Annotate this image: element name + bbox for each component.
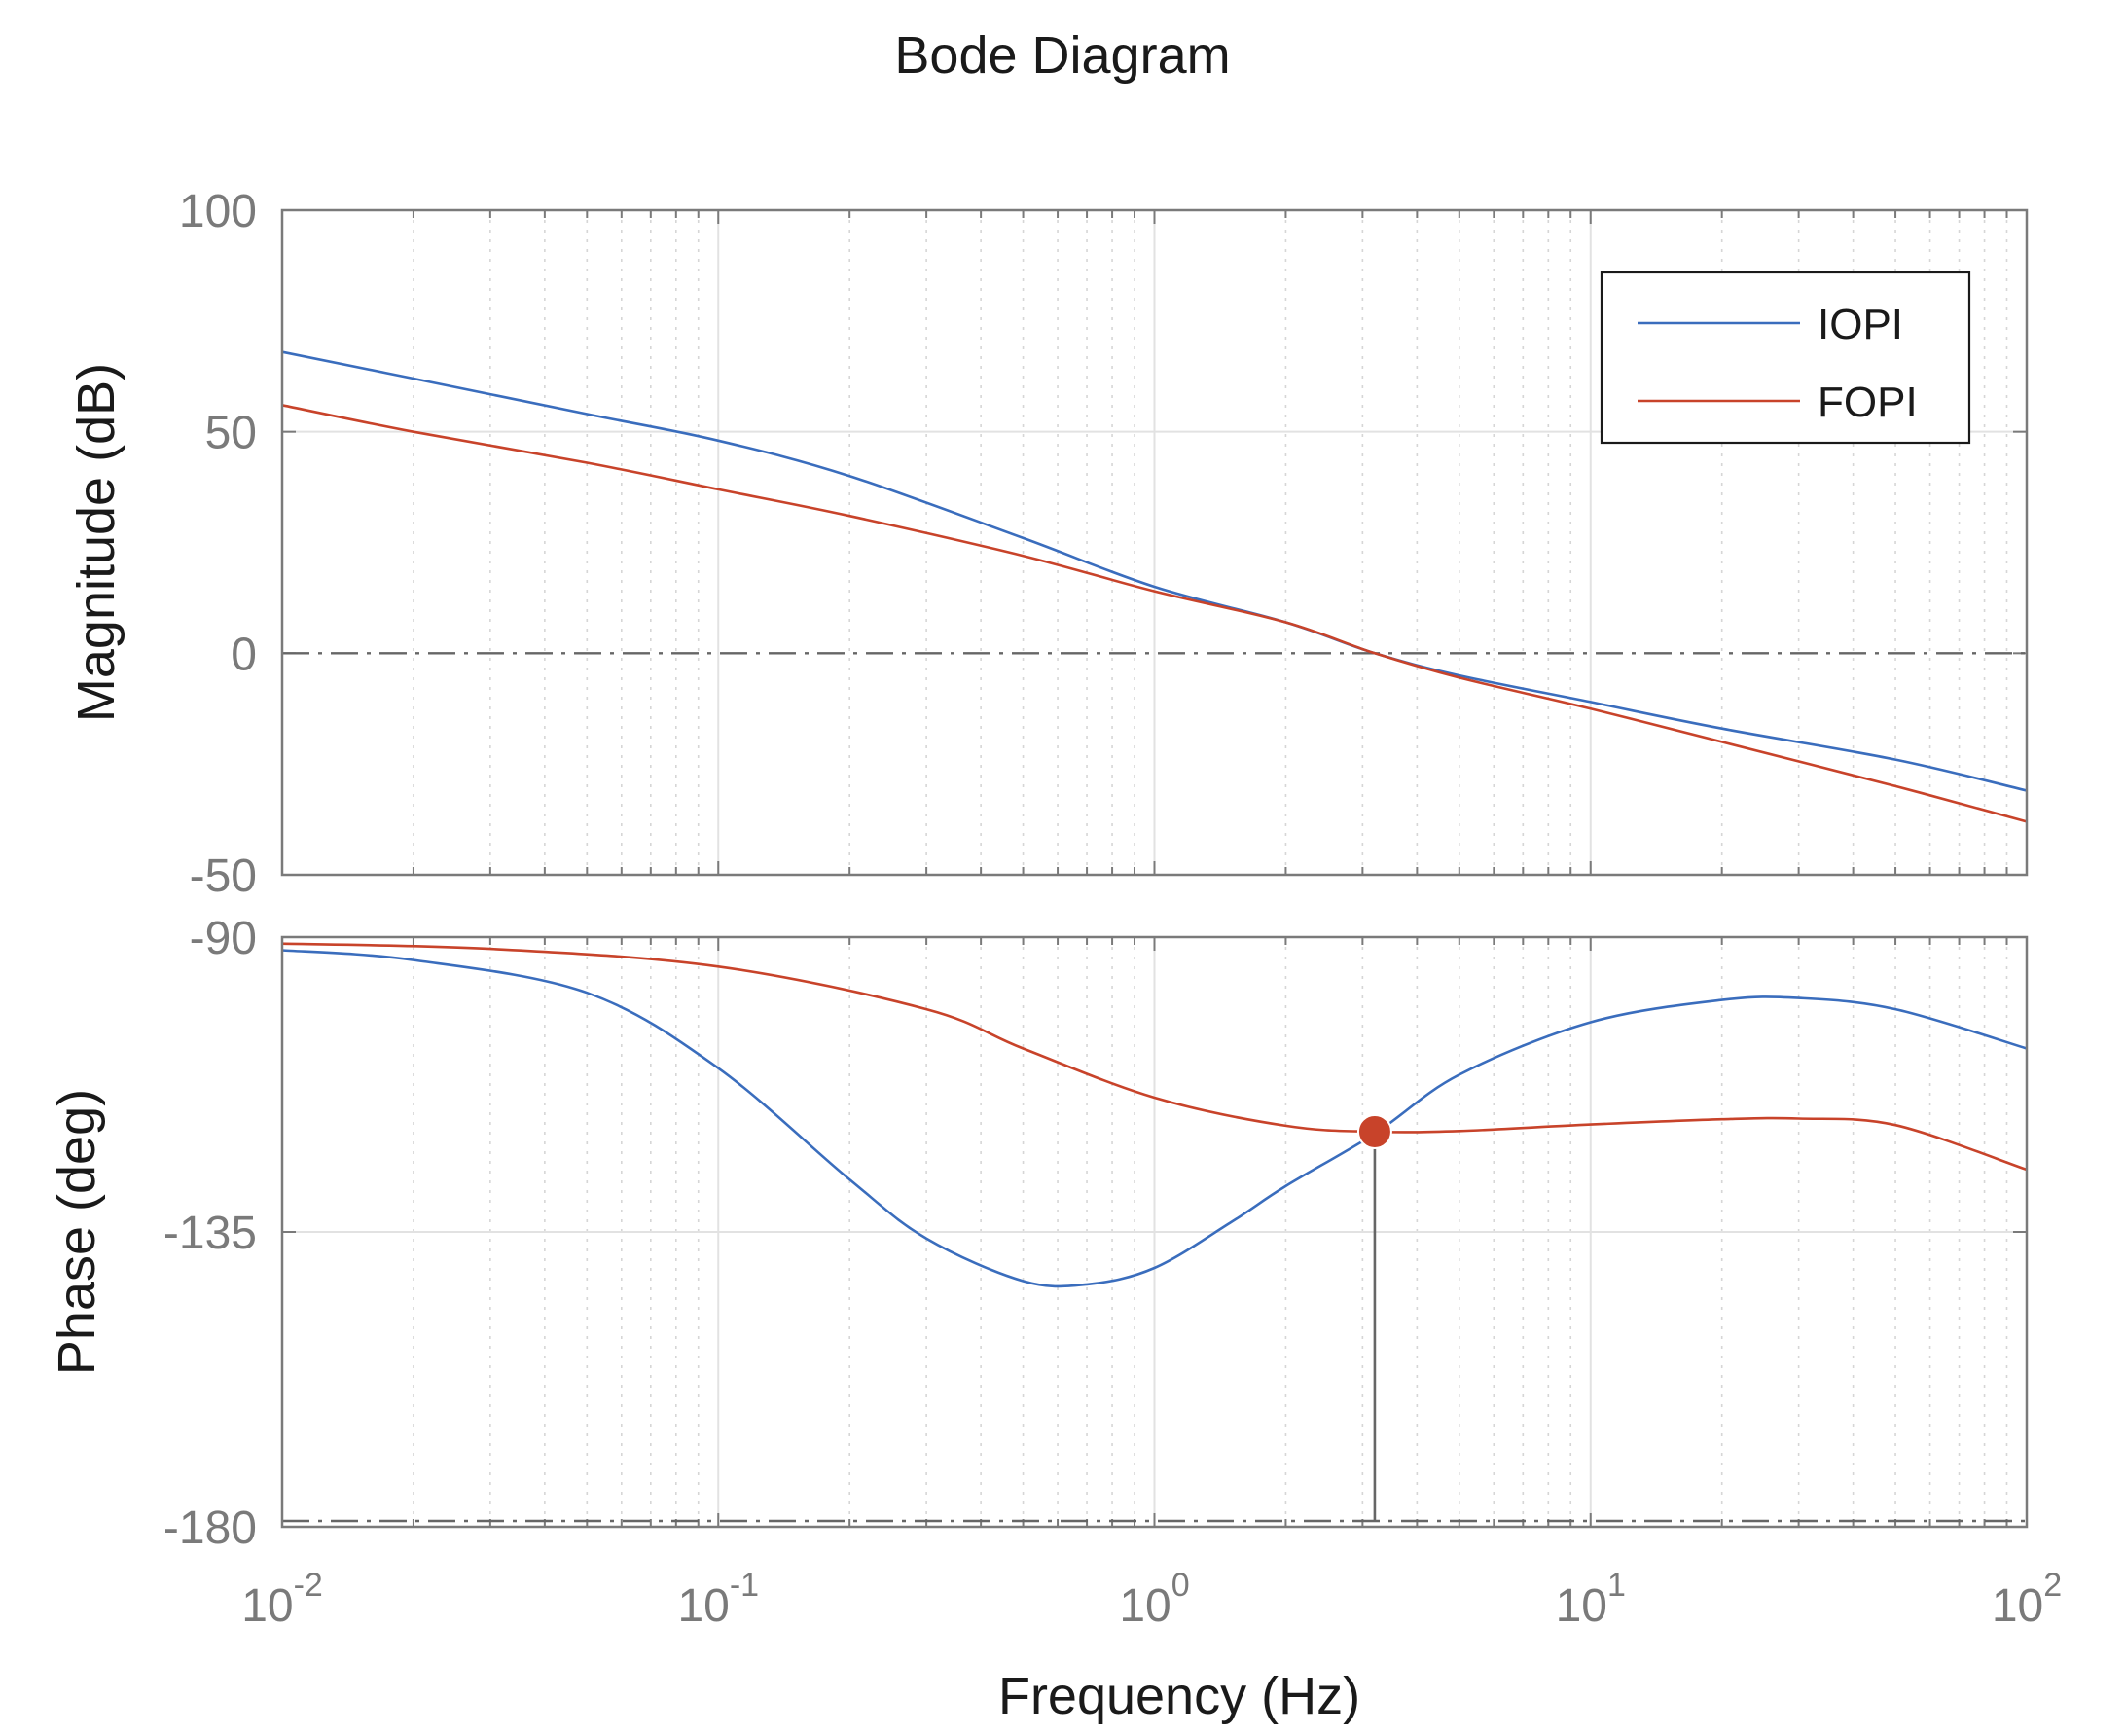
chart-title: Bode Diagram [894, 26, 1230, 85]
phase-series-fopi [281, 942, 2028, 1172]
x-tick-base: 10 [677, 1580, 729, 1632]
phase-y-tick-label: -90 [190, 913, 257, 964]
legend-label-fopi: FOPI [1818, 379, 1918, 426]
x-tick-exponent: -2 [294, 1567, 323, 1604]
x-tick-label: 101 [1556, 1567, 1626, 1632]
magnitude-y-tick-label: 100 [179, 186, 257, 237]
x-tick-exponent: 0 [1171, 1567, 1190, 1604]
phase-y-tick-label: -135 [163, 1208, 257, 1259]
x-tick-base: 10 [1119, 1580, 1171, 1632]
x-tick-exponent: -1 [730, 1567, 759, 1604]
phase-margin-marker [1356, 1113, 1392, 1149]
phase-frame [280, 935, 2029, 1529]
x-tick-base: 10 [1992, 1580, 2043, 1632]
phase-panel: -90 -135 -180 Phase (deg) [48, 913, 2029, 1554]
legend-box [1600, 271, 1971, 445]
magnitude-frame [280, 208, 2029, 877]
magnitude-series-iopi [281, 350, 2028, 792]
x-axis-label: Frequency (Hz) [998, 1667, 1360, 1725]
x-tick-label: 100 [1119, 1567, 1189, 1632]
x-tick-exponent: 1 [1607, 1567, 1626, 1604]
x-axis-tick-labels: 10-2 10-1 100 101 102 [241, 1567, 2062, 1632]
legend-label-iopi: IOPI [1818, 301, 1903, 348]
magnitude-y-tick-label: 50 [205, 408, 257, 459]
x-tick-label: 10-1 [677, 1567, 759, 1632]
phase-series-iopi [281, 949, 2028, 1288]
magnitude-y-axis-label: Magnitude (dB) [67, 363, 126, 722]
legend: IOPI FOPI [1600, 271, 1971, 445]
x-tick-label: 10-2 [241, 1567, 323, 1632]
x-tick-base: 10 [241, 1580, 293, 1632]
x-tick-base: 10 [1556, 1580, 1607, 1632]
phase-y-axis-label: Phase (deg) [48, 1089, 106, 1375]
magnitude-y-tick-label: 0 [231, 629, 257, 680]
magnitude-series-fopi [281, 404, 2028, 823]
x-tick-exponent: 2 [2043, 1567, 2062, 1604]
x-tick-label: 102 [1992, 1567, 2062, 1632]
phase-y-tick-label: -180 [163, 1502, 257, 1554]
magnitude-y-tick-label: -50 [190, 850, 257, 902]
